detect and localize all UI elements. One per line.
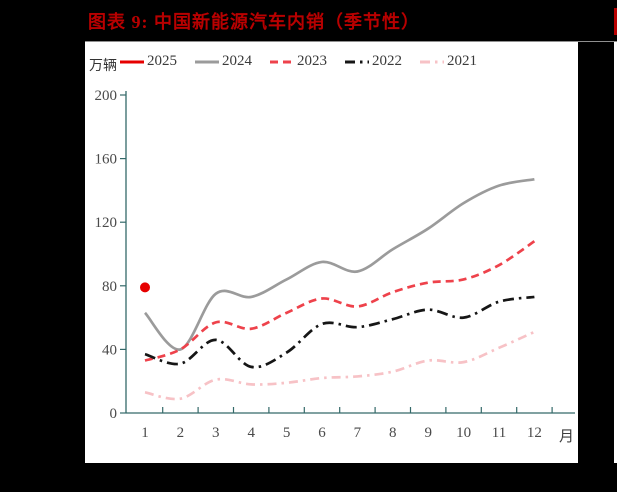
legend-item-2022: 2022 (345, 53, 402, 70)
x-tick-label: 4 (247, 425, 255, 441)
x-tick-label: 2 (177, 425, 185, 441)
x-tick-label: 7 (354, 425, 362, 441)
x-tick-label: 3 (212, 425, 220, 441)
series-line-2022 (144, 295, 535, 369)
y-tick-label: 80 (102, 279, 117, 295)
legend-swatch-2021 (420, 60, 444, 63)
series-line-2024 (143, 177, 535, 351)
x-tick-label: 8 (389, 425, 397, 441)
adjacent-title-fragment (614, 8, 617, 35)
x-tick-label: 10 (456, 425, 471, 441)
legend-swatch-2024 (195, 60, 219, 63)
x-tick-label: 12 (527, 425, 542, 441)
legend-label-2021: 2021 (447, 53, 477, 69)
panel-top-border (85, 41, 617, 42)
legend-item-2025: 2025 (120, 53, 177, 70)
y-tick-label: 200 (95, 88, 118, 104)
legend-label-2023: 2023 (297, 53, 327, 69)
adjacent-panel-edge (614, 42, 617, 463)
y-tick-label: 120 (95, 215, 118, 231)
x-axis-unit-label: 月 (559, 429, 575, 445)
x-tick-label: 6 (318, 425, 326, 441)
legend-swatch-2022 (345, 60, 369, 63)
legend-label-2022: 2022 (372, 53, 402, 69)
y-tick-label: 160 (95, 152, 118, 168)
y-tick-label: 40 (102, 342, 117, 358)
chart-panel: 万辆 2025 2024 2023 2022 2021 0 40 80 120 160 200 1 2… (85, 42, 578, 463)
legend-swatch-2023 (270, 60, 294, 63)
legend-swatch-2025 (120, 60, 144, 63)
legend-item-2024: 2024 (195, 53, 252, 70)
chart-legend: 2025 2024 2023 2022 2021 (120, 53, 477, 70)
legend-item-2021: 2021 (420, 53, 477, 70)
x-tick-label: 11 (492, 425, 506, 441)
series-line-2023 (144, 240, 536, 362)
series-point-2025 (140, 282, 150, 293)
legend-label-2024: 2024 (222, 53, 252, 69)
x-tick-label: 5 (283, 425, 291, 441)
legend-item-2023: 2023 (270, 53, 327, 70)
y-axis-unit-label: 万辆 (89, 59, 117, 74)
series-line-2021 (144, 330, 535, 401)
y-tick-label: 0 (110, 406, 118, 422)
x-tick-label: 1 (141, 425, 149, 441)
legend-label-2025: 2025 (147, 53, 177, 69)
figure-title: 图表 9: 中国新能源汽车内销（季节性） (88, 12, 420, 32)
x-tick-label: 9 (424, 425, 432, 441)
